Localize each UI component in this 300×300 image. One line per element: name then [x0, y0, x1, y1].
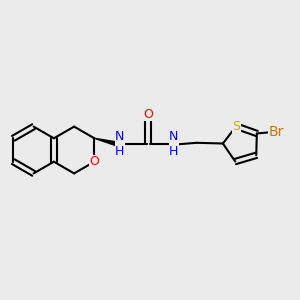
- Text: N
H: N H: [169, 130, 178, 158]
- Text: O: O: [89, 155, 99, 168]
- Polygon shape: [94, 138, 119, 146]
- Text: N
H: N H: [115, 130, 124, 158]
- Text: O: O: [143, 107, 153, 121]
- Text: S: S: [232, 120, 240, 133]
- Text: Br: Br: [268, 125, 284, 139]
